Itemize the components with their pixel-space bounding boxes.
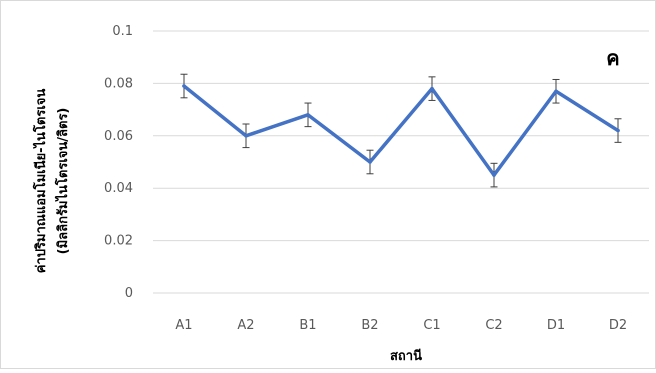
x-tick-labels: A1 A2 B1 B2 C1 C2 D1 D2 [175,318,627,333]
y-tick-label: 0 [125,286,133,301]
data-point [492,173,496,177]
y-tick-label: 0.04 [104,181,133,196]
data-point [182,84,186,88]
x-tick-label: A2 [237,318,254,333]
x-tick-label: A1 [175,318,192,333]
y-axis-title-line-1: ค่าปริมาณแอมโมเนีย-ไนโตรเจน [32,89,49,274]
data-point [244,134,248,138]
data-point [430,86,434,91]
y-tick-label: 0.1 [112,24,133,39]
x-tick-label: B1 [299,318,316,333]
data-point [306,113,310,117]
x-axis-title: สถานี [390,348,422,364]
data-point [616,128,620,133]
y-tick-label: 0.06 [104,129,133,144]
x-tick-label: D2 [609,318,627,333]
x-tick-label: C1 [423,318,440,333]
y-axis-title-line-2: (มิลลิกรัมไนโตรเจน/ลิตร) [54,108,71,255]
y-tick-label: 0.08 [104,76,133,91]
panel-label: ค [606,46,619,70]
x-tick-label: C2 [485,318,502,333]
y-tick-labels: 0 0.02 0.04 0.06 0.08 0.1 [104,24,133,301]
x-tick-label: B2 [361,318,378,333]
data-point [554,89,558,94]
data-point [368,160,372,164]
y-axis-title: ค่าปริมาณแอมโมเนีย-ไนโตรเจน (มิลลิกรัมไน… [32,89,71,274]
gridlines [153,30,649,294]
series-layer [182,84,620,177]
x-tick-label: D1 [547,318,565,333]
y-tick-label: 0.02 [104,234,133,249]
series-line [182,84,620,177]
